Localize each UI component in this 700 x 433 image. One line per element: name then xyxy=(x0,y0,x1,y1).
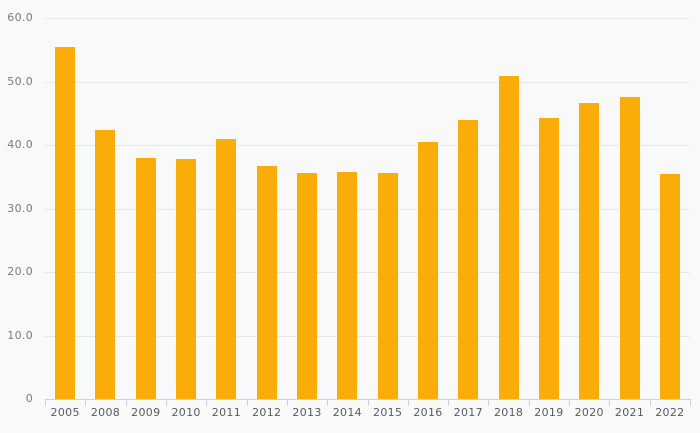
x-axis-tick-mark xyxy=(327,399,328,406)
x-axis-tick-label: 2020 xyxy=(574,406,604,419)
bar-2017[interactable] xyxy=(458,120,479,399)
x-axis-tick-label: 2021 xyxy=(614,406,645,419)
bar-2012[interactable] xyxy=(256,166,277,399)
x-axis-tick-mark xyxy=(126,399,127,406)
y-axis-tick-label: 10.0 xyxy=(7,328,33,342)
gridline-y40 xyxy=(45,145,690,146)
x-axis-tick-label: 2013 xyxy=(292,406,322,419)
x-axis-tick-label: 2022 xyxy=(655,406,685,419)
x-axis-tick-label: 2017 xyxy=(453,406,483,419)
x-axis-tick-label: 2011 xyxy=(211,406,241,419)
bar-2008[interactable] xyxy=(95,130,116,399)
x-axis-tick-mark xyxy=(650,399,651,406)
y-axis-tick-label: 60.0 xyxy=(7,11,33,24)
gridline-y20 xyxy=(45,272,690,273)
y-axis-tick-label: 50.0 xyxy=(7,74,33,88)
x-axis-tick-label: 2019 xyxy=(534,406,564,419)
gridline-y50 xyxy=(45,81,690,83)
x-axis-tick-label: 2005 xyxy=(50,406,80,419)
y-axis-tick-label: 20.0 xyxy=(7,265,33,278)
bar-2019[interactable] xyxy=(538,118,559,399)
x-axis-tick-mark xyxy=(690,399,691,406)
x-axis-tick-mark xyxy=(247,399,248,406)
bar-2013[interactable] xyxy=(297,173,318,399)
y-axis-tick-label: 40.0 xyxy=(7,138,33,151)
x-axis-tick-label: 2009 xyxy=(131,406,161,419)
x-axis-tick-mark xyxy=(569,399,570,406)
bar-2021[interactable] xyxy=(619,97,640,399)
bar-2016[interactable] xyxy=(417,142,438,399)
gridline-y30 xyxy=(45,208,690,210)
bar-2018[interactable] xyxy=(498,76,519,399)
gridline-y10 xyxy=(45,335,690,337)
x-axis-tick-label: 2016 xyxy=(413,406,443,419)
bar-2022[interactable] xyxy=(659,174,680,399)
x-axis-tick-mark xyxy=(45,399,46,406)
y-axis-tick-label: 30.0 xyxy=(7,201,33,215)
x-axis-tick-mark xyxy=(529,399,530,406)
gridline-y60 xyxy=(45,18,690,19)
bar-2014[interactable] xyxy=(337,172,358,399)
x-axis-tick-mark xyxy=(85,399,86,406)
x-axis-tick-label: 2010 xyxy=(171,406,201,419)
x-axis-tick-mark xyxy=(488,399,489,406)
x-axis-tick-mark xyxy=(368,399,369,406)
bar-2011[interactable] xyxy=(216,139,237,399)
bar-2020[interactable] xyxy=(579,103,600,399)
x-axis-tick-label: 2015 xyxy=(373,406,403,419)
plot-area xyxy=(45,18,690,400)
x-axis-tick-mark xyxy=(166,399,167,406)
x-axis-tick-mark xyxy=(609,399,610,406)
x-axis-tick-label: 2014 xyxy=(332,406,362,419)
bar-2010[interactable] xyxy=(176,159,197,399)
x-axis-tick-mark xyxy=(448,399,449,406)
bar-2015[interactable] xyxy=(377,173,398,399)
x-axis-tick-mark xyxy=(408,399,409,406)
x-axis-tick-mark xyxy=(206,399,207,406)
x-axis-tick-mark xyxy=(287,399,288,406)
bar-2005[interactable] xyxy=(55,47,76,399)
x-axis-tick-label: 2012 xyxy=(252,406,282,419)
x-axis-tick-label: 2008 xyxy=(90,406,121,419)
x-axis-tick-label: 2018 xyxy=(493,406,524,419)
y-axis-tick-label: 0 xyxy=(25,392,33,405)
bar-2009[interactable] xyxy=(135,158,156,399)
